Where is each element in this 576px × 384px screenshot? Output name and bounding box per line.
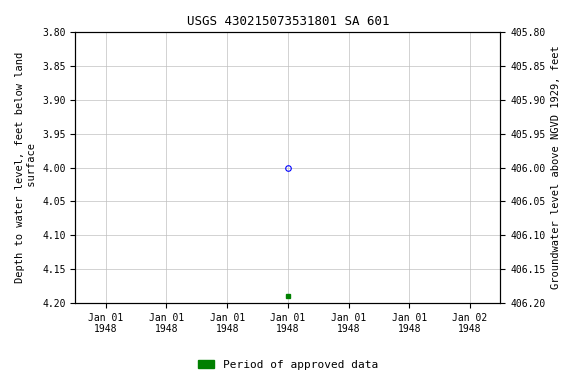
Y-axis label: Depth to water level, feet below land
 surface: Depth to water level, feet below land su… (15, 52, 37, 283)
Legend: Period of approved data: Period of approved data (193, 356, 383, 375)
Title: USGS 430215073531801 SA 601: USGS 430215073531801 SA 601 (187, 15, 389, 28)
Y-axis label: Groundwater level above NGVD 1929, feet: Groundwater level above NGVD 1929, feet (551, 46, 561, 290)
